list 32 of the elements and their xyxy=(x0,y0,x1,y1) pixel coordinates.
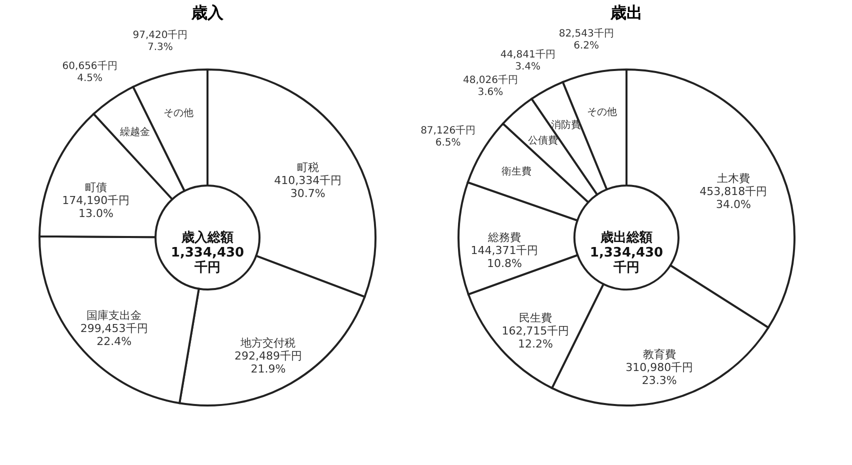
slice-label: 民生費 xyxy=(518,312,552,325)
data-label: 453,818千円 34.0% xyxy=(700,184,768,211)
slice-label: 繰越金 xyxy=(119,126,150,138)
data-label: 82,543千円 6.2% xyxy=(558,27,614,52)
data-label: 292,489千円 21.9% xyxy=(234,349,302,376)
data-label: 310,980千円 23.3% xyxy=(626,360,694,387)
chart-title: 歳入 xyxy=(190,3,224,22)
slice-label: 地方交付税 xyxy=(240,336,296,350)
slice-label: 公債費 xyxy=(528,134,558,147)
data-label: 97,420千円 7.3% xyxy=(132,28,188,53)
slice-label: 町債 xyxy=(84,181,107,194)
data-label: 87,126千円 6.5% xyxy=(420,124,476,149)
slice-label: 土木費 xyxy=(716,172,750,185)
slice-label: 国庫支出金 xyxy=(86,308,142,322)
text: 歳出総額 1,334,430 千円 xyxy=(590,230,664,276)
data-label: 48,026千円 3.6% xyxy=(462,74,518,98)
slice-label: 町税 xyxy=(296,161,319,174)
slice-label: 消防費 xyxy=(550,118,581,131)
slice-label: 教育費 xyxy=(642,348,676,361)
slice-label: 衛生費 xyxy=(502,166,532,178)
data-label: 44,841千円 3.4% xyxy=(500,48,556,72)
chart-title: 歳出 xyxy=(610,3,642,22)
data-label: 162,715千円 12.2% xyxy=(502,324,570,351)
data-label: 410,334千円 30.7% xyxy=(274,174,342,200)
slice-label: その他 xyxy=(586,106,617,118)
data-label: 144,371千円 10.8% xyxy=(470,244,538,270)
slice-label: 総務費 xyxy=(487,231,521,244)
text: 歳入総額 1,334,430 千円 xyxy=(170,230,244,276)
data-label: 299,453千円 22.4% xyxy=(80,322,148,348)
data-label: 174,190千円 13.0% xyxy=(62,194,130,220)
data-label: 60,656千円 4.5% xyxy=(62,60,118,84)
slice-label: その他 xyxy=(163,106,194,119)
